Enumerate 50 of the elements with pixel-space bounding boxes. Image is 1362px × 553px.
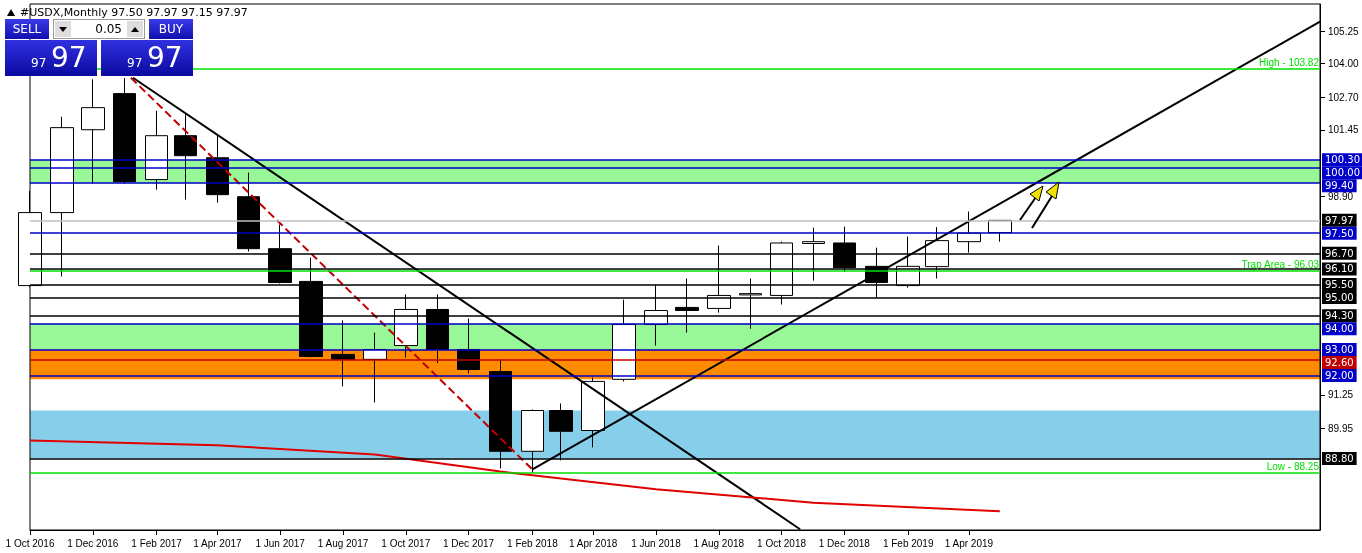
annotation: 0.05 (95, 22, 122, 36)
ref-line-label: 99.40 (1325, 180, 1354, 192)
ref-line-label: 95.50 (1325, 279, 1354, 291)
ref-line-label: 95.00 (1325, 292, 1354, 304)
x-tick-label: 1 Oct 2017 (381, 537, 431, 549)
x-tick-label: 1 Feb 2019 (882, 537, 934, 549)
annotation: 97 (51, 40, 87, 76)
x-tick-label: 1 Dec 2018 (818, 537, 871, 549)
ref-line-label: Low - 88.25 (1266, 461, 1320, 473)
ref-line-label: 93.00 (1325, 343, 1354, 355)
annotation: 97 (147, 40, 183, 76)
y-tick-label: 98.90 (1328, 190, 1354, 202)
ref-line-label: 88.80 (1325, 453, 1354, 465)
y-tick-label: 101.45 (1328, 124, 1360, 136)
chart-title: #USDX,Monthly 97.50 97.97 97.15 97.97 (20, 6, 248, 19)
ref-line-label: 97.50 (1325, 227, 1354, 239)
annotation: SELL (5, 19, 49, 39)
x-tick-label: 1 Oct 2018 (757, 537, 807, 549)
ref-line-label: Trap Area - 96.03 (1241, 259, 1320, 271)
y-tick-label: 102.70 (1328, 92, 1360, 104)
ref-line-label: 100.30 (1325, 154, 1360, 166)
ref-line-label: 92.00 (1325, 369, 1354, 381)
y-tick-label: 104.00 (1328, 58, 1360, 70)
ref-line-label: 94.00 (1325, 323, 1354, 335)
x-tick-label: 1 Feb 2017 (131, 537, 183, 549)
x-tick-label: 1 Feb 2018 (507, 537, 559, 549)
ref-line-label: 92.60 (1325, 356, 1354, 368)
ref-line-label: 96.70 (1325, 247, 1354, 259)
x-tick-label: 1 Jun 2017 (255, 537, 306, 549)
x-tick-label: 1 Apr 2017 (193, 537, 242, 549)
ref-line-label: 94.30 (1325, 310, 1354, 322)
annotation: 97 (127, 56, 143, 70)
annotation: 97 (31, 56, 47, 70)
annotation: BUY (149, 19, 193, 39)
ref-line-label: 96.10 (1325, 263, 1354, 275)
y-tick-label: 105.25 (1328, 25, 1360, 37)
x-tick-label: 1 Dec 2016 (67, 537, 119, 549)
x-tick-label: 1 Oct 2016 (5, 537, 55, 549)
x-tick-label: 1 Aug 2018 (693, 537, 745, 549)
number-field: 0.05 (53, 19, 145, 39)
ref-line-label: High - 103.82 (1258, 56, 1320, 68)
ref-line-label: 97.97 (1325, 214, 1354, 226)
y-tick-label: 89.95 (1328, 423, 1354, 435)
x-tick-label: 1 Jun 2018 (631, 537, 682, 549)
x-tick-label: 1 Dec 2017 (443, 537, 495, 549)
x-tick-label: 1 Apr 2018 (568, 537, 618, 549)
y-tick-label: 91.25 (1328, 389, 1354, 401)
x-tick-label: 1 Apr 2019 (944, 537, 994, 549)
ref-line-label: 100.00 (1325, 167, 1360, 179)
x-tick-label: 1 Aug 2017 (317, 537, 369, 549)
